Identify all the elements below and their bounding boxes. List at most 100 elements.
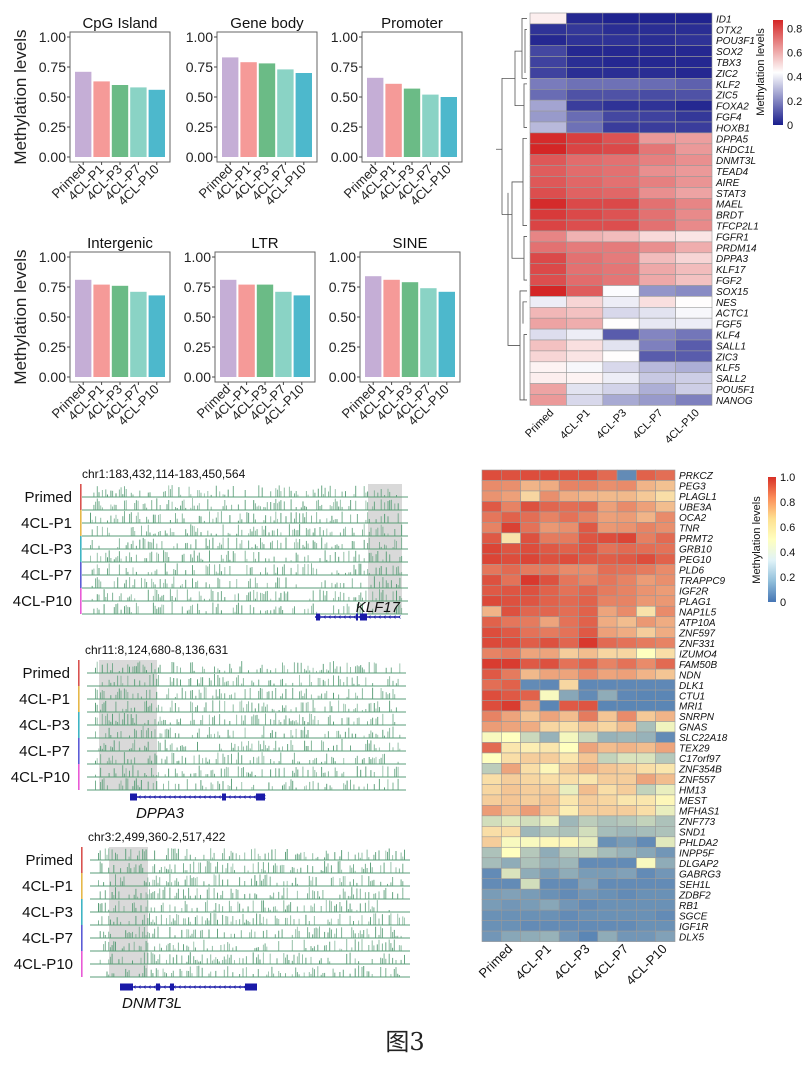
signal-bar (304, 609, 306, 614)
signal-bar (277, 528, 278, 536)
signal-bar (275, 713, 277, 725)
signal-bar (135, 714, 137, 725)
signal-bar (181, 771, 183, 777)
signal-bar (313, 903, 315, 912)
signal-bar (356, 665, 358, 673)
signal-bar (229, 559, 231, 562)
signal-bar (256, 591, 258, 601)
heat-cell (655, 878, 676, 890)
signal-bar (338, 700, 340, 712)
legend-title: Methylation levels (755, 28, 767, 116)
signal-bar (248, 701, 249, 712)
signal-bar (394, 722, 396, 725)
signal-bar (224, 682, 226, 686)
signal-bar (373, 576, 375, 588)
heat-cell (675, 274, 713, 286)
signal-bar (390, 943, 392, 951)
row-label: PEG10 (679, 555, 712, 566)
signal-bar (372, 717, 374, 725)
signal-bar (334, 591, 336, 601)
signal-bar (208, 759, 210, 764)
heat-cell (529, 274, 567, 286)
y-tick-label: 0.25 (186, 119, 213, 135)
signal-bar (353, 532, 355, 536)
signal-bar (396, 567, 397, 575)
heat-cell (558, 867, 579, 880)
signal-bar (348, 708, 350, 712)
strand-arrow (153, 985, 156, 989)
signal-bar (339, 591, 341, 601)
heat-cell (616, 469, 637, 481)
signal-bar (305, 528, 307, 536)
signal-bar (353, 864, 354, 873)
heat-cell (539, 763, 560, 775)
signal-bar (161, 541, 163, 549)
signal-bar (296, 972, 298, 977)
gene-exon (156, 983, 160, 991)
signal-bar (166, 973, 167, 977)
heat-cell (616, 899, 637, 911)
heat-cell (520, 584, 541, 597)
signal-bar (118, 538, 120, 549)
signal-bar (312, 590, 314, 601)
heat-cell (539, 794, 560, 806)
signal-bar (227, 537, 229, 549)
signal-bar (251, 771, 253, 777)
heat-cell (578, 710, 599, 722)
signal-bar (314, 707, 316, 712)
signal-bar (152, 891, 154, 899)
signal-bar (383, 953, 385, 964)
signal-bar (327, 957, 329, 964)
heat-cell (597, 595, 618, 607)
signal-bar (186, 870, 188, 873)
heat-cell (675, 339, 713, 352)
signal-bar (304, 546, 306, 549)
heat-cell (481, 752, 502, 764)
heat-cell (578, 605, 599, 618)
signal-bar (282, 746, 283, 751)
signal-bar (156, 755, 158, 764)
signal-bar (217, 512, 219, 523)
sample-color-bar (78, 660, 80, 686)
signal-bar (363, 868, 365, 873)
signal-bar (227, 966, 229, 977)
signal-bar (365, 500, 367, 510)
signal-bar (171, 485, 173, 497)
signal-bar (219, 743, 221, 751)
signal-bar (277, 567, 278, 575)
heat-cell (636, 616, 657, 628)
signal-bar (308, 887, 310, 899)
signal-bar (193, 877, 195, 886)
signal-bar (183, 773, 185, 777)
signal-bar (91, 519, 93, 523)
signal-bar (333, 605, 335, 614)
signal-bar (334, 761, 336, 764)
heat-cell (539, 543, 560, 555)
y-tick-label: 0.50 (331, 89, 358, 105)
heat-cell (578, 930, 599, 942)
signal-bar (295, 929, 297, 938)
signal-bar (379, 567, 380, 575)
signal-bar (327, 863, 329, 873)
signal-bar (160, 867, 162, 873)
heat-cell (529, 317, 567, 330)
signal-bar (111, 973, 113, 977)
heat-cell (566, 34, 604, 46)
signal-bar (246, 558, 248, 562)
sample-color-bar (81, 951, 83, 977)
signal-bar (244, 865, 246, 873)
heat-cell (655, 511, 676, 523)
signal-bar (217, 603, 219, 614)
signal-bar (130, 527, 132, 536)
heat-cell (602, 34, 640, 46)
heat-cell (655, 700, 676, 712)
heat-cell (597, 836, 618, 848)
signal-bar (402, 916, 404, 925)
row-label: ZNF557 (678, 775, 716, 786)
heat-cell (616, 878, 637, 890)
signal-bar (98, 903, 99, 912)
signal-bar (375, 663, 377, 673)
signal-bar (159, 888, 161, 899)
signal-bar (355, 708, 357, 712)
signal-bar (314, 528, 316, 536)
